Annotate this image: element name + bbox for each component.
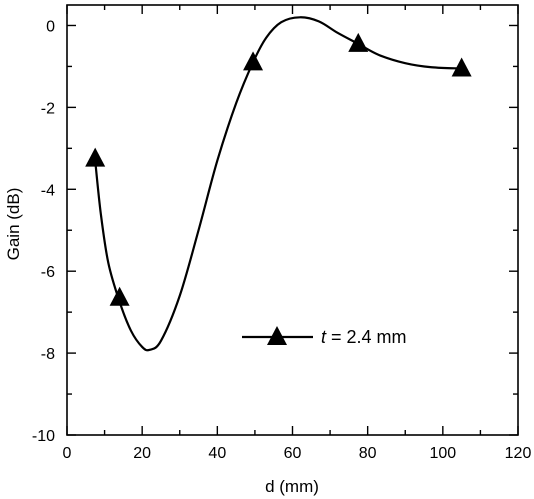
axis-tick-labels: 0 20 40 60 80 100 120 0 -2 -4 -6 -8 -10 bbox=[32, 18, 532, 462]
data-point-triangle bbox=[85, 147, 106, 167]
y-axis-title: Gain (dB) bbox=[4, 188, 23, 261]
legend: t = 2.4 mm bbox=[242, 326, 407, 347]
legend-marker bbox=[267, 326, 287, 345]
x-tick-label: 80 bbox=[359, 445, 377, 462]
legend-label-symbol: t bbox=[321, 327, 327, 347]
y-tick-label: -2 bbox=[41, 100, 55, 117]
y-tick-label: -10 bbox=[32, 428, 55, 445]
axis-ticks bbox=[66, 5, 519, 436]
series-line bbox=[94, 16, 462, 352]
legend-label-rest: = 2.4 mm bbox=[326, 327, 407, 347]
x-tick-label: 60 bbox=[284, 445, 302, 462]
x-tick-label: 100 bbox=[429, 445, 456, 462]
x-tick-label: 40 bbox=[208, 445, 226, 462]
x-tick-label: 20 bbox=[133, 445, 151, 462]
data-point-triangle bbox=[348, 32, 369, 52]
data-point-triangle bbox=[109, 286, 130, 306]
plot-frame bbox=[66, 4, 519, 436]
x-tick-label: 120 bbox=[505, 445, 532, 462]
x-axis-title: d (mm) bbox=[265, 477, 319, 496]
series-group bbox=[85, 16, 472, 352]
data-point-triangle bbox=[451, 57, 472, 77]
y-tick-label: -4 bbox=[41, 182, 55, 199]
data-point-triangle bbox=[243, 51, 264, 71]
y-tick-label: 0 bbox=[46, 18, 55, 35]
y-tick-label: -6 bbox=[41, 264, 55, 281]
legend-label: t = 2.4 mm bbox=[321, 327, 407, 347]
x-tick-label: 0 bbox=[63, 445, 72, 462]
y-tick-label: -8 bbox=[41, 346, 55, 363]
